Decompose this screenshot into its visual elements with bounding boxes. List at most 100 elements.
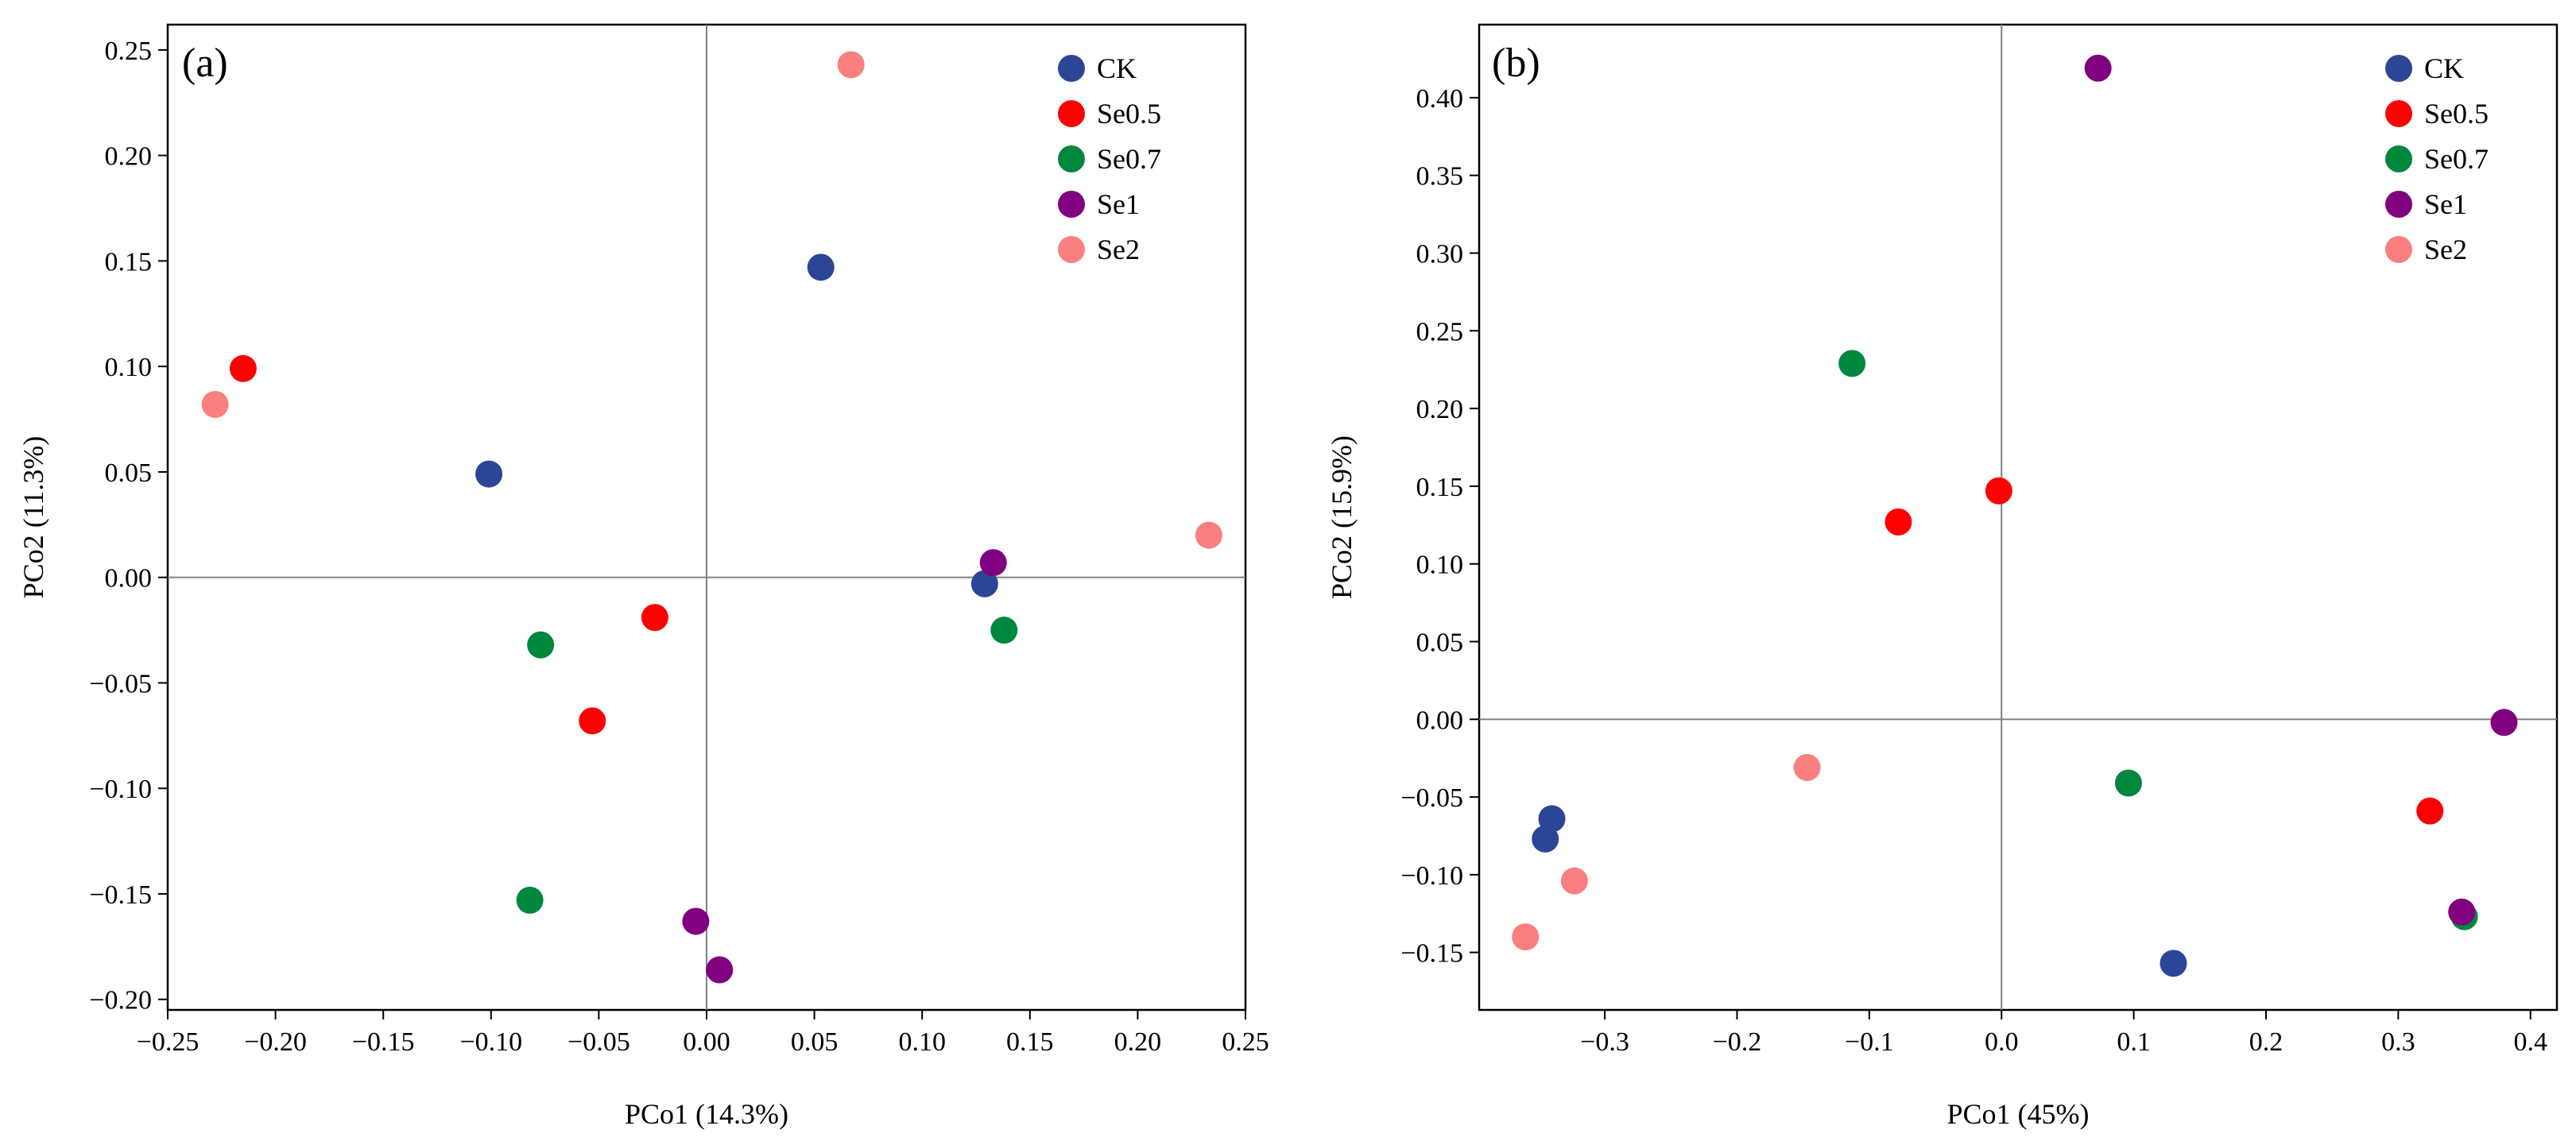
data-point-se0-7 <box>990 617 1018 644</box>
y-tick-label: 0.10 <box>1416 551 1464 580</box>
y-tick-label: 0.40 <box>1416 84 1464 114</box>
x-axis-label-b: PCo1 (45%) <box>1947 1098 2090 1130</box>
legend-label-se1: Se1 <box>2424 188 2467 220</box>
legend-marker-se1 <box>1058 191 1085 218</box>
y-tick-label: 0.15 <box>1416 473 1464 502</box>
data-point-se2 <box>1560 867 1588 895</box>
y-tick-label: 0.20 <box>105 142 153 172</box>
panel-a: −0.25 −0.20 −0.15 −0.10 −0.05 0.00 0.05 0.10 0.1… <box>17 23 1269 1130</box>
data-point-se0-5 <box>229 354 257 382</box>
data-point-se0-7 <box>527 631 555 659</box>
y-tick-label: −0.10 <box>1400 861 1463 891</box>
y-tick-label: 0.00 <box>105 564 153 594</box>
x-tick-label: −0.10 <box>459 1027 522 1057</box>
data-point-se2 <box>837 51 865 79</box>
data-point-se1 <box>2084 54 2112 82</box>
data-point-se0-5 <box>579 707 606 735</box>
data-point-ck <box>475 460 503 488</box>
legend-marker-se0-7 <box>1058 145 1085 172</box>
data-point-se0-5 <box>641 604 668 632</box>
x-tick-label: 0.0 <box>1985 1027 2019 1057</box>
x-tick-label: 0.2 <box>2249 1027 2284 1057</box>
data-points-a <box>201 51 1222 984</box>
legend-label-se2: Se2 <box>1097 234 1140 265</box>
y-tick-label: −0.05 <box>1400 783 1463 813</box>
x-tick-label: −0.25 <box>137 1027 199 1057</box>
data-point-se0-5 <box>1885 508 1912 536</box>
data-point-ck <box>970 570 998 598</box>
legend-label-se1: Se1 <box>1097 188 1140 220</box>
x-tick-label: −0.1 <box>1845 1027 1894 1057</box>
x-tick-label: −0.05 <box>567 1027 630 1057</box>
y-tick-label: −0.05 <box>89 669 152 698</box>
y-tick-label: 0.20 <box>1416 395 1464 424</box>
y-tick-label: 0.35 <box>1416 162 1464 191</box>
x-tick-label: 0.1 <box>2117 1027 2151 1057</box>
y-tick-label: −0.15 <box>1400 939 1463 969</box>
data-point-se1 <box>979 549 1007 577</box>
panel-label-b: (b) <box>1492 41 1540 86</box>
data-point-se0-5 <box>1985 477 2012 505</box>
plot-frame-b <box>1478 23 2559 1012</box>
y-tick-label: 0.00 <box>1416 706 1464 735</box>
x-tick-label: −0.3 <box>1580 1027 1629 1057</box>
legend-marker-se0-7 <box>2385 145 2412 172</box>
x-tick-label: −0.2 <box>1713 1027 1762 1057</box>
y-tick-label: 0.05 <box>1416 628 1464 657</box>
data-point-se2 <box>1512 923 1540 951</box>
legend-marker-se1 <box>2385 191 2412 218</box>
axis-ticks-b: −0.3 −0.2 −0.1 0.0 0.1 0.2 0.3 0.4 −0.15 −0.10 −0.… <box>1400 84 2547 1057</box>
x-tick-label: −0.15 <box>352 1027 415 1057</box>
data-point-se0-5 <box>2416 797 2444 825</box>
data-point-se1 <box>682 907 710 935</box>
data-point-se0-7 <box>516 886 544 914</box>
x-tick-label: 0.10 <box>898 1027 946 1057</box>
x-tick-label: 0.3 <box>2381 1027 2415 1057</box>
legend-label-se0-5: Se0.5 <box>1097 98 1161 130</box>
data-points-b <box>1512 54 2518 977</box>
legend-b: CK Se0.5 Se0.7 Se1 Se2 <box>2385 52 2489 265</box>
panel-label-a: (a) <box>182 41 228 86</box>
y-tick-label: −0.15 <box>89 880 152 910</box>
y-tick-label: 0.10 <box>105 353 153 382</box>
x-tick-label: 0.15 <box>1006 1027 1054 1057</box>
data-point-ck <box>1532 825 1559 853</box>
legend-marker-se2 <box>2385 236 2412 263</box>
y-tick-label: 0.30 <box>1416 240 1464 269</box>
legend-marker-ck <box>1058 55 1085 82</box>
y-axis-label-b: PCo2 (15.9%) <box>1326 435 1358 599</box>
legend-label-se0-7: Se0.7 <box>2424 143 2489 175</box>
data-point-se0-7 <box>1838 350 1866 377</box>
y-tick-label: 0.25 <box>1416 317 1464 346</box>
panel-b: −0.3 −0.2 −0.1 0.0 0.1 0.2 0.3 0.4 −0.15 −0.10 −0.… <box>1326 23 2559 1130</box>
y-tick-label: −0.20 <box>89 986 152 1015</box>
data-point-se0-7 <box>2114 769 2142 797</box>
data-point-se2 <box>201 390 229 418</box>
legend-marker-se0-5 <box>2385 100 2412 127</box>
data-point-se2 <box>1195 521 1222 549</box>
x-tick-label: −0.20 <box>244 1027 307 1057</box>
data-point-se1 <box>2448 898 2476 926</box>
legend-marker-se0-5 <box>1058 100 1085 127</box>
x-tick-label: 0.4 <box>2513 1027 2547 1057</box>
legend-a: CK Se0.5 Se0.7 Se1 Se2 <box>1058 52 1161 265</box>
data-point-se2 <box>1793 753 1821 781</box>
data-point-se1 <box>706 956 734 984</box>
legend-label-se2: Se2 <box>2424 234 2467 265</box>
data-point-ck <box>2160 950 2187 977</box>
legend-marker-se2 <box>1058 236 1085 263</box>
legend-marker-ck <box>2385 55 2412 82</box>
y-tick-label: −0.10 <box>89 775 152 804</box>
y-tick-label: 0.15 <box>105 247 153 277</box>
data-point-ck <box>807 253 835 281</box>
y-tick-label: 0.25 <box>105 37 153 66</box>
y-axis-label-a: PCo2 (11.3%) <box>17 436 49 599</box>
data-point-se1 <box>2490 709 2518 737</box>
legend-label-se0-7: Se0.7 <box>1097 143 1161 175</box>
y-tick-label: 0.05 <box>105 458 153 488</box>
x-tick-label: 0.20 <box>1114 1027 1162 1057</box>
x-tick-label: 0.05 <box>791 1027 839 1057</box>
legend-label-se0-5: Se0.5 <box>2424 98 2489 130</box>
x-tick-label: 0.25 <box>1222 1027 1269 1057</box>
